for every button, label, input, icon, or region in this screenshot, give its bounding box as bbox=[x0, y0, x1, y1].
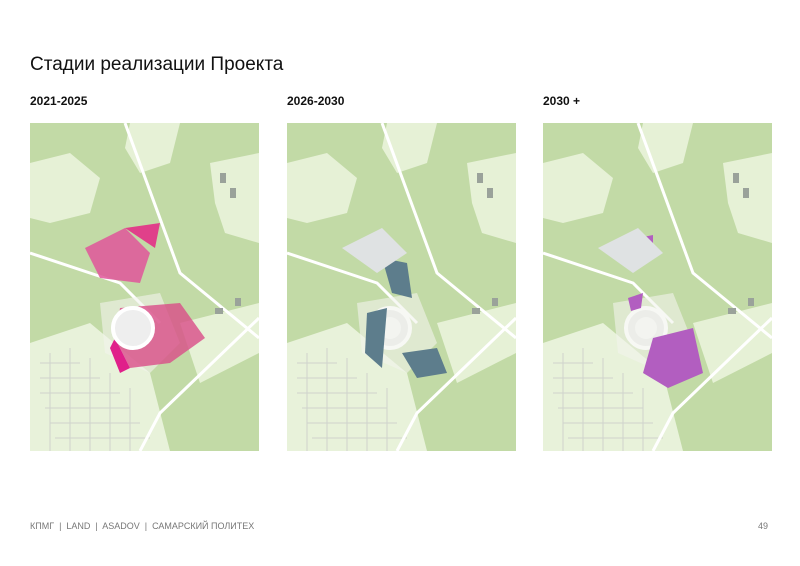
page-number: 49 bbox=[758, 521, 769, 531]
stage-label: 2021-2025 bbox=[30, 94, 88, 108]
slide-title: Стадии реализации Проекта bbox=[30, 54, 284, 75]
stage-map bbox=[543, 123, 772, 451]
stage-map bbox=[30, 123, 259, 451]
stage-label: 2030 + bbox=[543, 94, 581, 108]
stage-label: 2026-2030 bbox=[287, 94, 345, 108]
stage-map bbox=[287, 123, 516, 451]
footer-text: КПМГ | LAND | ASADOV | САМАРСКИЙ ПОЛИТЕХ bbox=[30, 521, 255, 531]
